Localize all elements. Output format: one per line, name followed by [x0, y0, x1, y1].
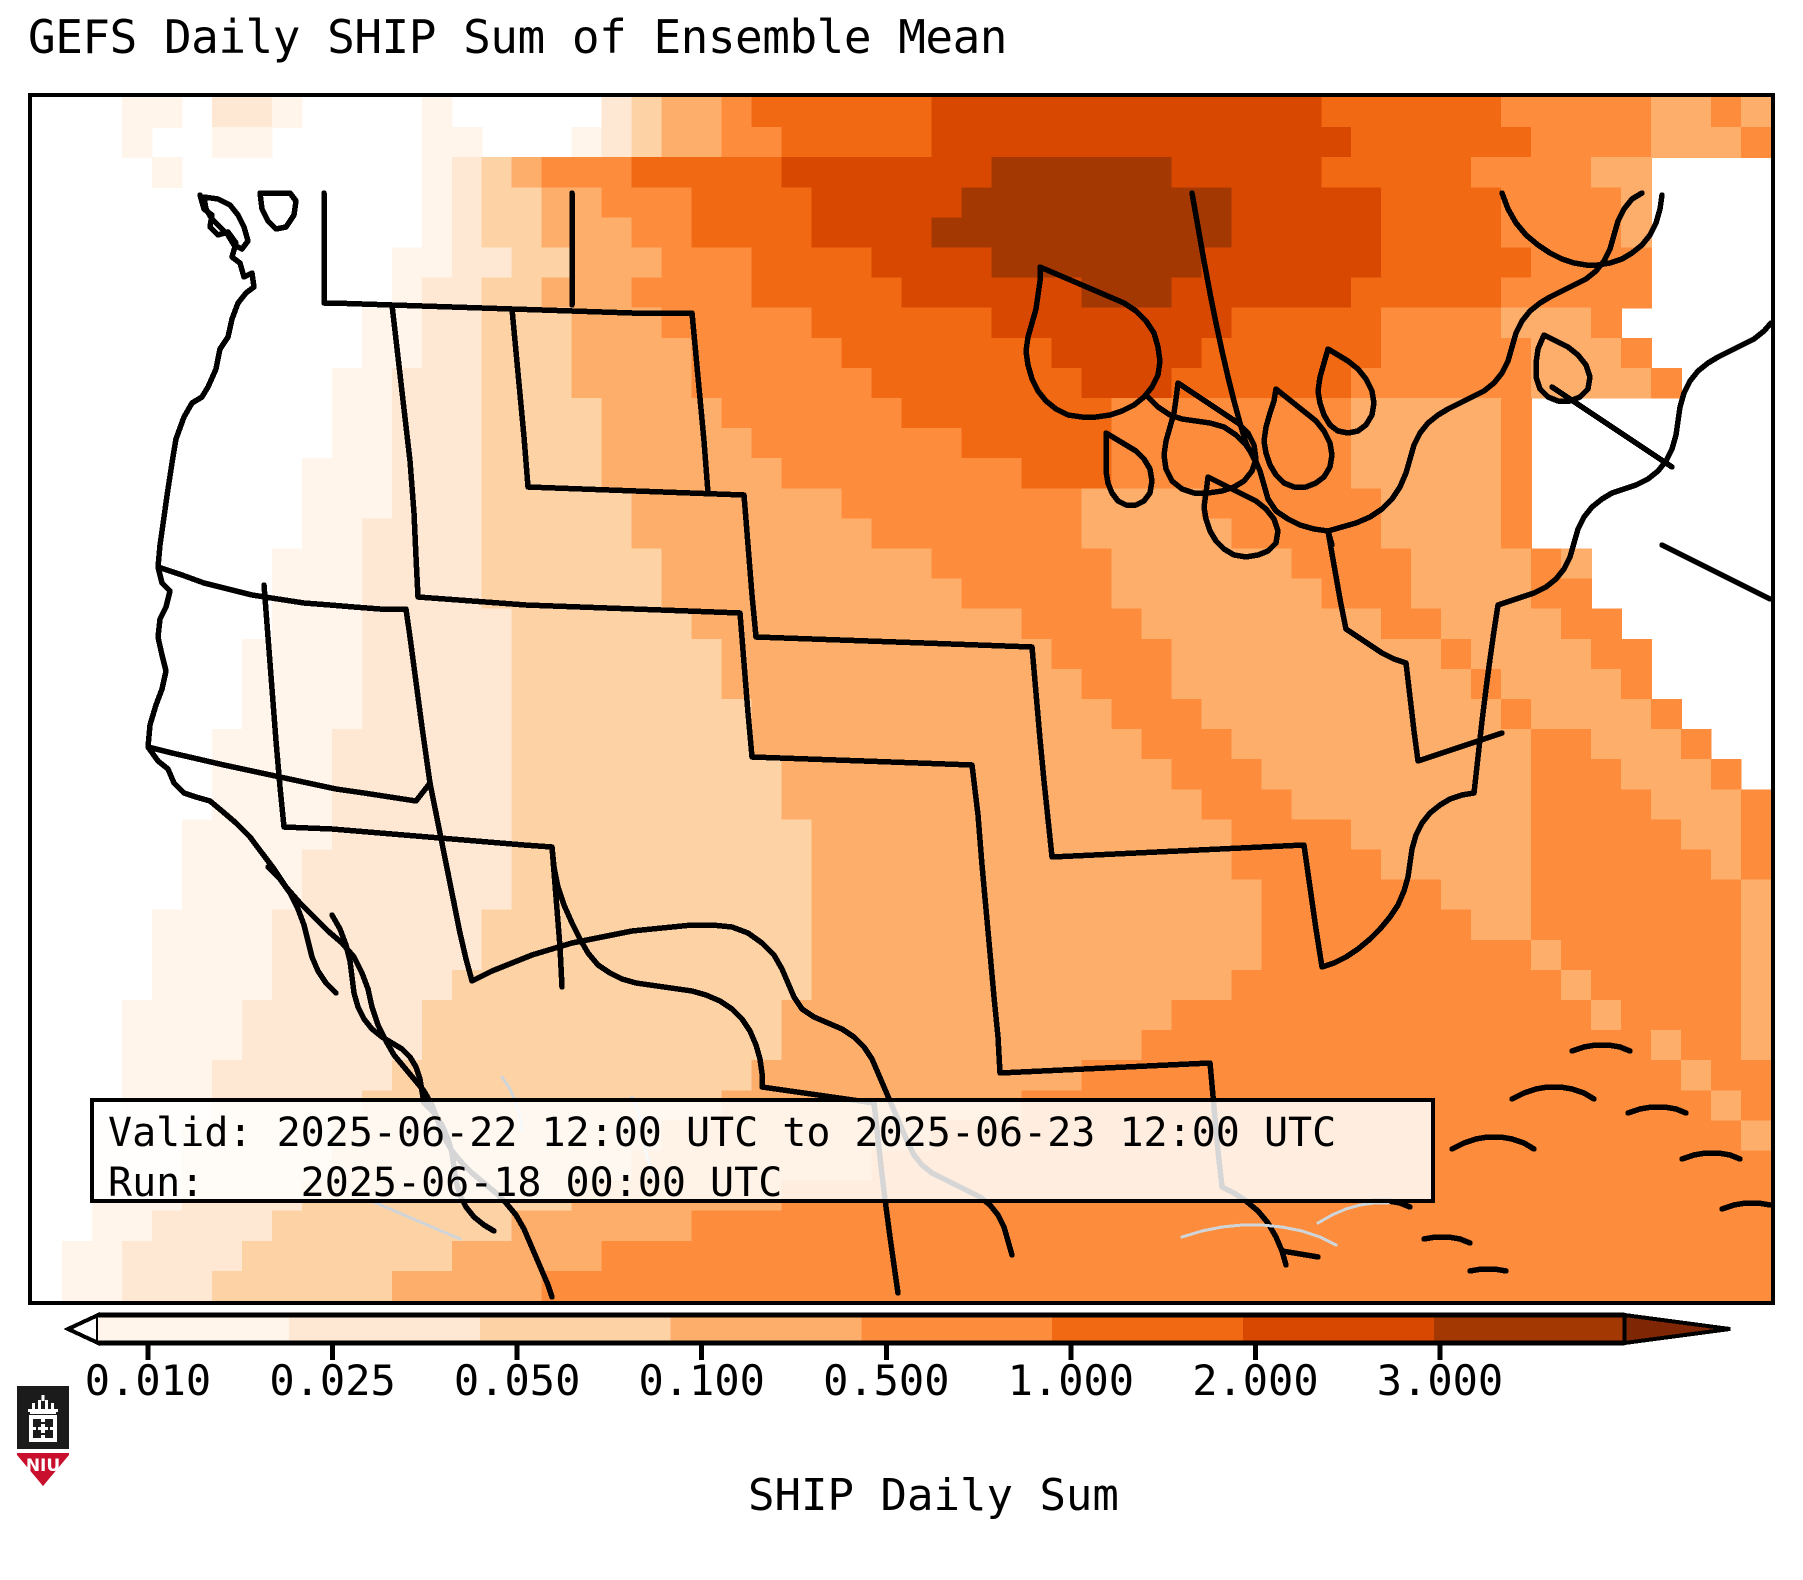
- colorbar-tick-1.000: 1.000: [1007, 1356, 1135, 1405]
- colorbar-tick-labels: 0.010 0.025 0.050 0.100 0.500 1.000 2.000 3.000: [0, 1355, 1803, 1415]
- colorbar: [0, 1305, 1803, 1365]
- colorbar-tick-0.010: 0.010: [84, 1356, 212, 1405]
- figure-canvas: GEFS Daily SHIP Sum of Ensemble Mean Val…: [0, 10, 1803, 1521]
- colorbar-tick-2.000: 2.000: [1192, 1356, 1319, 1405]
- colorbar-axis-label: SHIP Daily Sum: [748, 1470, 1119, 1521]
- map-raster: [61, 97, 1771, 1301]
- colorbar-tick-0.500: 0.500: [823, 1356, 950, 1405]
- colorbar-tick-0.025: 0.025: [269, 1356, 396, 1405]
- valid-time-line: Valid: 2025-06-22 12:00 UTC to 2025-06-2…: [108, 1110, 1337, 1156]
- colorbar-swatches: [63, 1311, 1731, 1360]
- map-panel: Valid: 2025-06-22 12:00 UTC to 2025-06-2…: [28, 93, 1775, 1305]
- geography-thin-outlines: [360, 1075, 1390, 1247]
- valid-time-infobox: Valid: 2025-06-22 12:00 UTC to 2025-06-2…: [90, 1098, 1435, 1206]
- colorbar-tick-0.100: 0.100: [638, 1356, 765, 1405]
- niu-logo: NIU: [15, 1384, 71, 1490]
- figure-title: GEFS Daily SHIP Sum of Ensemble Mean: [28, 10, 1008, 64]
- run-time-line: Run: 2025-06-18 00:00 UTC: [108, 1160, 783, 1206]
- niu-logo-text: NIU: [26, 1456, 60, 1476]
- colorbar-tick-3.000: 3.000: [1376, 1356, 1504, 1405]
- colorbar-tick-0.050: 0.050: [453, 1356, 581, 1405]
